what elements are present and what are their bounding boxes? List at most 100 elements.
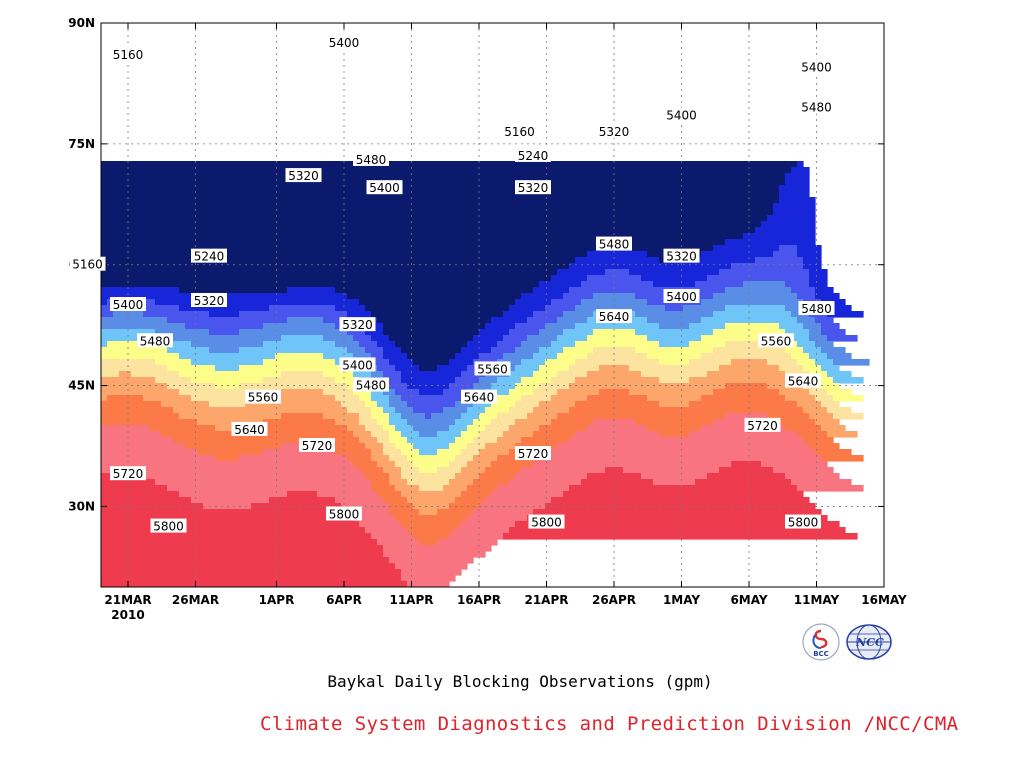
x-tick-label: 16APR [457,593,501,607]
contour-band-cell [419,509,438,516]
contour-band-cell [629,389,714,396]
contour-band-cell [383,371,402,378]
contour-band-cell [797,161,804,168]
contour-band-cell [365,305,510,312]
contour-band-cell [539,329,564,336]
contour-band-cell [689,257,756,264]
contour-label-text: 5480 [801,302,832,316]
contour-band-cell [197,419,264,426]
contour-band-cell [101,311,114,318]
contour-band-cell [779,389,810,396]
contour-band-cell [539,425,588,432]
contour-band-cell [101,221,762,228]
contour-band-cell [485,323,516,330]
contour-band-cell [437,509,474,516]
contour-label-bg [245,389,281,404]
contour-label-text: 5400 [329,36,360,50]
contour-band-cell [815,395,834,402]
contour-band-cell [563,329,594,336]
contour-band-cell [455,437,474,444]
contour-band-cell [509,527,846,534]
contour-band-cell [725,239,816,246]
contour-band-cell [821,329,846,336]
contour-label-bg [110,466,146,481]
contour-band-cell [167,383,216,390]
plot-frame [100,22,885,588]
contour-band-cell [413,425,450,432]
contour-labels: 5160 5160 5240 5400 5320 5480 5560 5640 5720 5800… [69,35,835,534]
contour-band-cell [503,431,534,438]
contour-label-text: 5720 [113,467,144,481]
contour-band-cell [437,365,468,372]
contour-band-cell [449,461,468,468]
contour-band-cell [467,443,486,450]
contour-label-bg [353,377,389,392]
contour-band-cell [581,479,654,486]
contour-band-cell [455,419,474,426]
contour-label: 5800 [150,518,187,534]
contour-label-bg [339,357,376,372]
contour-band-cell [275,353,324,360]
contour-band-cell [629,365,720,372]
contour-label-bg [474,361,511,376]
contour-band-cell [497,437,522,444]
contour-band-cell [479,377,498,384]
contour-band-cell [419,539,438,546]
contour-band-cell [419,449,438,456]
contour-label-text: 5800 [329,507,360,521]
chart-title: Baykal Daily Blocking Observations (gpm) [327,672,713,691]
contour-band-cell [533,461,732,468]
contour-label-bg [515,147,551,162]
contour-band-cell [587,353,648,360]
contour-band-cell [239,365,348,372]
contour-band-cell [569,287,726,294]
contour-band-cell [101,407,174,414]
contour-band-cell [725,341,774,348]
contour-band-cell [515,419,552,426]
contour-band-cell [101,485,168,492]
contour-band-cell [245,401,342,408]
contour-band-cell [815,341,834,348]
contour-label-text: 5480 [140,334,171,348]
contour-band-cell [101,395,108,402]
contour-band-cell [371,395,390,402]
contour-band-cell [545,503,816,510]
contour-band-cell [401,377,456,384]
contour-band-cell [359,299,516,306]
contour-band-cell [173,407,348,414]
contour-band-cell [287,491,318,498]
contour-label: 5640 [596,309,632,324]
contour-band-cell [515,401,540,408]
contour-band-cell [359,437,378,444]
x-tick-sublabel: 2010 [111,608,144,622]
contour-band-cell [443,389,468,396]
contour-band-cell [563,491,804,498]
contour-band-cell [335,395,360,402]
contour-band-cell [407,401,456,408]
contour-band-cell [347,425,366,432]
contour-band-cell [371,413,390,420]
contour-band-cell [389,335,474,342]
contour-label-bg [515,180,551,195]
contour-label: 5800 [326,506,362,521]
x-tick-label: 11APR [389,593,433,607]
bcc-logo-icon: BCC [801,622,841,662]
contour-band-cell [797,359,816,366]
contour-band-cell [389,395,402,402]
contour-label-bg [231,421,268,436]
contour-band-cell [449,443,468,450]
contour-label-bg [191,292,227,307]
contour-label-bg [366,180,403,195]
contour-band-cell [719,365,780,372]
contour-label-text: 5160 [113,48,144,62]
contour-band-cell [497,395,522,402]
contour-band-cell [809,275,828,282]
contour-label: 5320 [285,168,322,183]
contour-band-cell [371,485,396,492]
contour-label-bg [798,59,835,74]
contour-band-cell [461,491,492,498]
contour-band-cell [101,167,792,174]
contour-band-cell [815,317,834,324]
contour-band-cell [803,323,822,330]
contour-band-cell [353,335,372,342]
